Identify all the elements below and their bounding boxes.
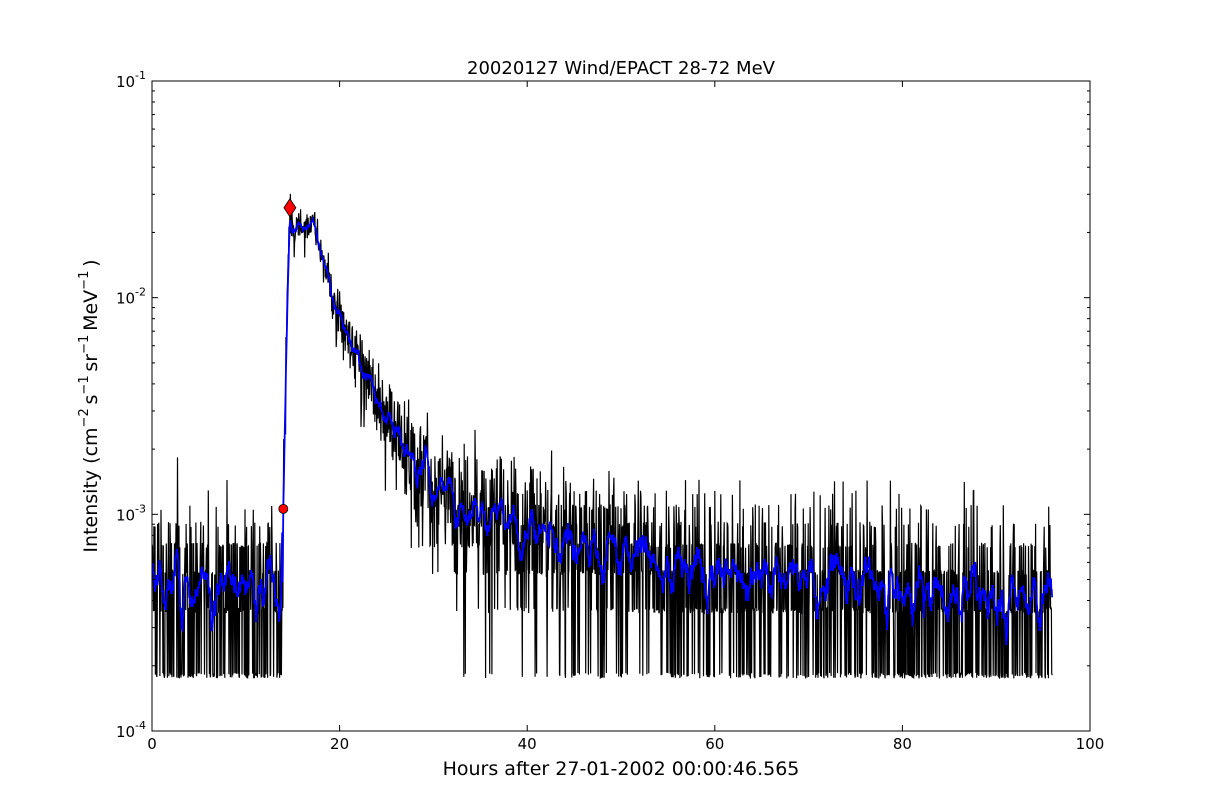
y-tick-label: 10-4 — [116, 719, 146, 741]
plot-area: 0 20 40 60 80 100 10-4 10-3 10-2 10-1 — [116, 69, 1104, 753]
x-tick-label: 100 — [1076, 735, 1105, 753]
y-axis-label: Intensity (cm−2 s−1 sr−1 MeV−1 ) — [77, 259, 102, 552]
smoothed-intensity-line — [152, 215, 1053, 646]
x-tick-label: 80 — [893, 735, 912, 753]
chart-title: 20020127 Wind/EPACT 28-72 MeV — [467, 58, 776, 79]
y-tick-label: 10-2 — [116, 286, 146, 308]
x-tick-label: 0 — [147, 735, 157, 753]
plot-frame — [151, 80, 1091, 732]
x-axis-label: Hours after 27-01-2002 00:00:46.565 — [443, 758, 800, 780]
peak-marker — [283, 198, 297, 218]
raw-intensity-line — [152, 193, 1053, 680]
x-tick-label: 20 — [330, 735, 349, 753]
x-tick-label: 60 — [705, 735, 724, 753]
x-tick-label: 40 — [518, 735, 537, 753]
onset-marker — [278, 503, 289, 514]
y-tick-label: 10-1 — [116, 69, 146, 91]
y-tick-label: 10-3 — [116, 502, 146, 524]
